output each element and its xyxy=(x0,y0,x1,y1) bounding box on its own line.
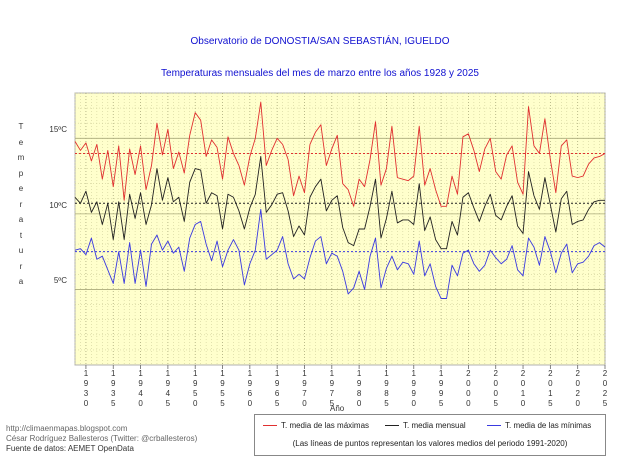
series-line-mean xyxy=(74,156,605,250)
y-label-letter: u xyxy=(18,246,24,255)
y-label-letter: a xyxy=(18,215,24,224)
y-label-letter: T xyxy=(18,122,24,131)
chart-subtitle: Temperaturas mensuales del mes de marzo … xyxy=(161,68,479,79)
credits-source: Fuente de datos: AEMET OpenData xyxy=(6,444,134,453)
x-axis-ticks xyxy=(85,365,606,369)
legend-label-max: T. media de las máximas xyxy=(281,421,370,430)
y-tick-label: 10ºC xyxy=(49,200,67,210)
legend-swatch-mean xyxy=(385,425,399,426)
y-label-letter: t xyxy=(19,230,23,240)
legend-item-max: T. media de las máximas xyxy=(263,421,369,430)
y-label-letter: e xyxy=(18,137,24,147)
legend-note: (Las líneas de puntos representan los va… xyxy=(292,439,568,448)
y-label-letter: r xyxy=(19,261,23,271)
y-tick-label: 15ºC xyxy=(49,125,67,135)
legend-item-min: T. media de las mínimas xyxy=(487,421,591,430)
y-label-letter: e xyxy=(18,184,24,193)
y-label-letter: r xyxy=(19,199,23,209)
legend: T. media de las máximas T. media mensual… xyxy=(254,414,606,456)
chart-title: Observatorio de DONOSTIA/SAN SEBASTIÁN, … xyxy=(190,36,450,47)
legend-swatch-min xyxy=(487,425,501,426)
y-label-letter: a xyxy=(18,277,24,286)
credits-author: César Rodríguez Ballesteros (Twitter: @c… xyxy=(6,434,198,443)
series-line-max xyxy=(74,101,606,207)
legend-label-min: T. media de las mínimas xyxy=(505,421,592,430)
series-line-min xyxy=(74,208,606,299)
y-label-letter: m xyxy=(17,153,25,162)
legend-label-mean: T. media mensual xyxy=(403,421,466,430)
mean-reference-lines xyxy=(75,152,605,253)
series-lines xyxy=(74,101,606,299)
legend-item-mean: T. media mensual xyxy=(385,421,466,430)
credits-blog: http://climaenmapas.blogspot.com xyxy=(6,424,128,433)
x-axis-label: Año xyxy=(330,404,345,413)
legend-swatch-max xyxy=(263,425,277,426)
y-tick-label: 5ºC xyxy=(53,276,67,286)
y-label-letter: p xyxy=(18,168,24,178)
